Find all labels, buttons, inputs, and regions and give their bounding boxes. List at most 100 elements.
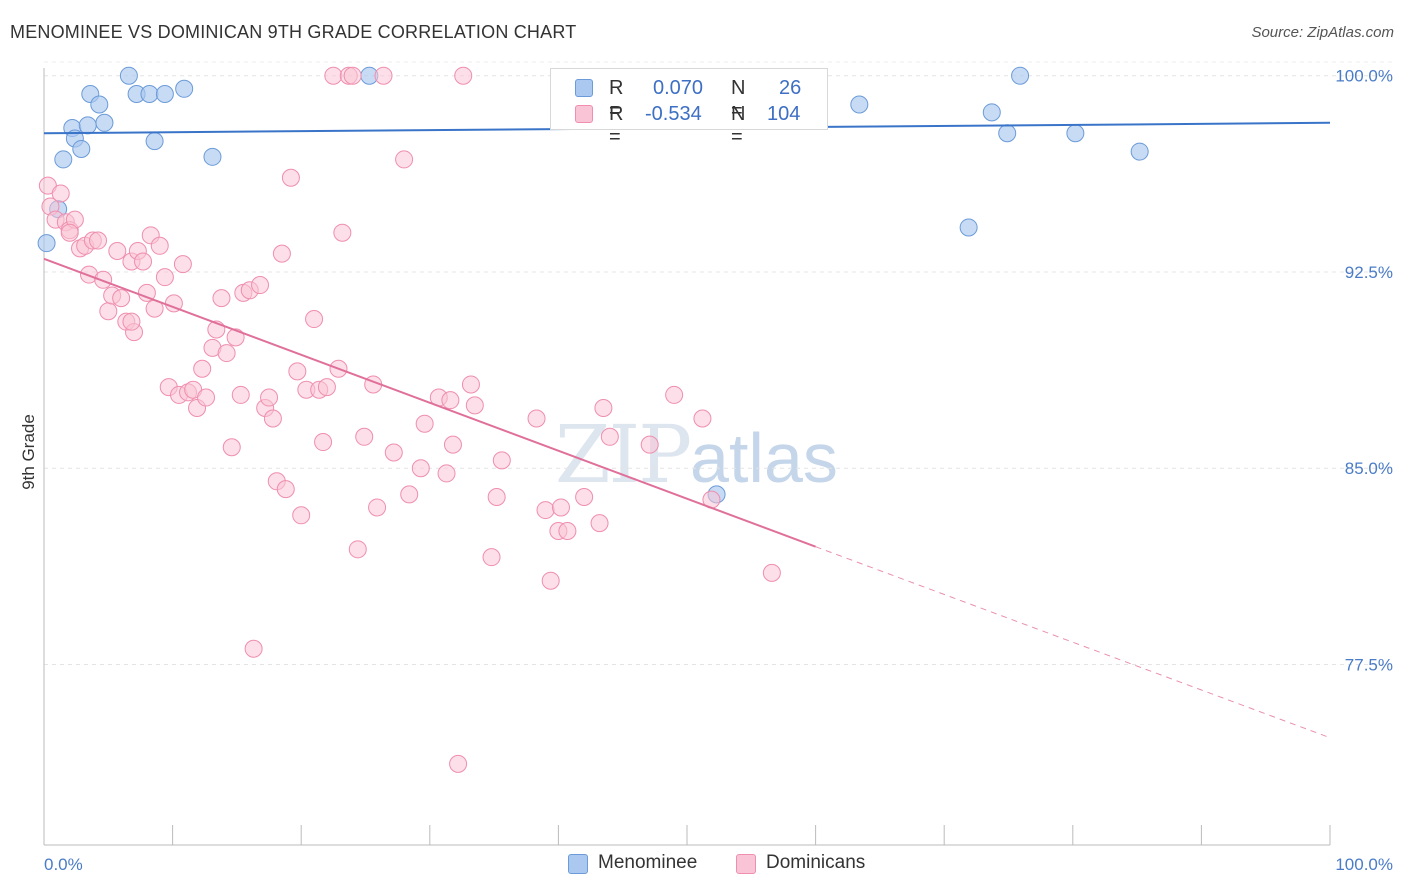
menominee-point (998, 124, 1017, 143)
menominee-point (145, 132, 164, 151)
legend-r-value: 0.070 (653, 77, 704, 99)
legend-r-label: R = (609, 77, 624, 122)
source-label: Source: ZipAtlas.com (1251, 24, 1394, 41)
dominicans-point (482, 548, 501, 567)
dominicans-point (122, 312, 141, 331)
dominicans-point (333, 223, 352, 242)
dominicans-trend-extension (815, 546, 1331, 739)
dominicans-point (348, 540, 367, 559)
dominicans-point (465, 396, 484, 415)
dominicans-point (590, 514, 609, 533)
menominee-point (37, 234, 56, 253)
dominicans-point (260, 388, 279, 407)
menominee-point (95, 113, 114, 132)
menominee-point (1011, 66, 1030, 85)
dominicans-point (454, 66, 473, 85)
dominicans-point (437, 464, 456, 483)
menominee-point (1066, 124, 1085, 143)
dominicans-point (443, 435, 462, 454)
dominicans-point (527, 409, 546, 428)
watermark: ZIPatlas (555, 408, 838, 501)
dominicans-point (281, 168, 300, 187)
dominicans-point (693, 409, 712, 428)
dominicans-point (600, 427, 619, 446)
legend-label-dominicans: Dominicans (766, 852, 866, 873)
dominicans-point (305, 310, 324, 329)
dominicans-point (51, 184, 70, 203)
menominee-point (78, 116, 97, 135)
dominicans-point (492, 451, 511, 470)
dominicans-point (251, 276, 270, 295)
watermark-zip: ZIP (555, 408, 692, 501)
dominicans-point (137, 283, 156, 302)
y-tick-label: 92.5% (1345, 263, 1393, 282)
legend-n-value: 104 (767, 103, 801, 125)
menominee-point (175, 79, 194, 98)
dominicans-trend-line (43, 257, 816, 548)
legend-swatch-dominicans (575, 105, 593, 123)
chart-title: MENOMINEE VS DOMINICAN 9TH GRADE CORRELA… (10, 22, 577, 42)
dominicans-point (449, 754, 468, 773)
tick-labels: 100.0% 92.5% 85.0% 77.5% 0.0% 100.0% 9th Grade (19, 67, 1393, 874)
dominicans-point (222, 438, 241, 457)
menominee-point (1130, 142, 1149, 161)
dominicans-point (536, 501, 555, 520)
dominicans-point (395, 150, 414, 169)
dominicans-point (487, 487, 506, 506)
dominicans-point (558, 522, 577, 540)
axes (43, 68, 1331, 846)
dominicans-point (231, 385, 250, 404)
menominee-point (850, 95, 869, 114)
dominicans-point (461, 375, 480, 394)
dominicans-point (551, 498, 570, 517)
dominicans-point (226, 328, 245, 347)
dominicans-point (244, 639, 263, 658)
menominee-point (982, 103, 1001, 122)
y-tick-label: 100.0% (1335, 67, 1393, 86)
legend-n-value: 26 (779, 77, 802, 99)
legend-swatch-menominee (575, 79, 593, 97)
menominee-swatch (568, 854, 588, 874)
dominicans-point (112, 289, 131, 308)
menominee-point (54, 150, 73, 169)
dominicans-point (155, 268, 174, 287)
dominicans-point (193, 359, 212, 378)
dominicans-point (762, 563, 781, 582)
dominicans-point (541, 571, 560, 590)
dominicans-point (292, 506, 311, 525)
dominicans-point (212, 289, 231, 308)
dominicans-point (288, 362, 307, 381)
legend-n-label: N = (731, 103, 746, 148)
correlation-legend: R = 0.070 N = 26 R = -0.534 N = 104 (550, 68, 828, 148)
dominicans-point (134, 252, 153, 271)
dominicans-point (665, 385, 684, 404)
dominicans-point (575, 487, 594, 506)
gridlines (44, 61, 1392, 665)
dominicans-point (368, 498, 387, 517)
dominicans-point (355, 427, 374, 446)
dominicans-point (343, 66, 362, 85)
dominicans-point (594, 399, 613, 418)
legend-label-menominee: Menominee (598, 852, 698, 873)
dominicans-point (263, 409, 282, 428)
dominicans-point (89, 231, 108, 250)
menominee-point (203, 147, 222, 166)
dominicans-point (94, 270, 113, 289)
legend-n-label: N = (731, 77, 746, 122)
menominee-point (140, 85, 159, 104)
dominicans-point (197, 388, 216, 407)
menominee-point (119, 66, 138, 85)
trend-lines (43, 121, 1331, 739)
x-tick-label: 100.0% (1335, 855, 1393, 874)
series-legend: Menominee Dominicans (0, 852, 1406, 878)
dominicans-point (374, 66, 393, 85)
dominicans-point (150, 236, 169, 255)
dominicans-point (99, 302, 118, 321)
dominicans-point (60, 223, 79, 242)
dominicans-swatch (736, 854, 756, 874)
dominicans-point (314, 433, 333, 452)
y-tick-label: 77.5% (1345, 655, 1393, 674)
dominicans-point (173, 255, 192, 274)
legend-r-label: R = (609, 103, 624, 148)
